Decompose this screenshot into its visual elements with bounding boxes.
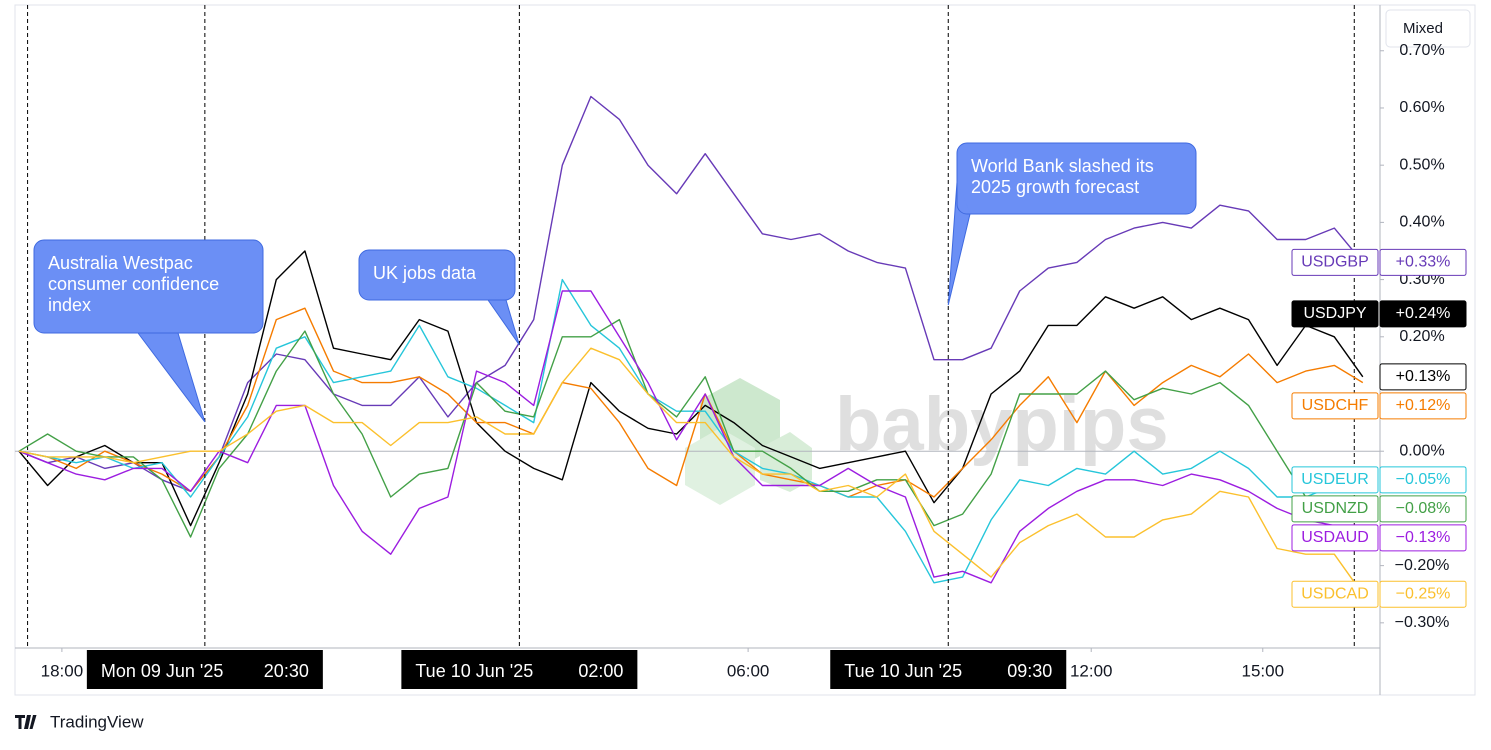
callout-joint [488, 297, 506, 299]
x-tick-label: 15:00 [1241, 661, 1284, 680]
x-tick-label: 12:00 [1070, 661, 1113, 680]
series-value-box [1379, 300, 1467, 328]
event-date-box [830, 650, 1067, 689]
series-value-box [1379, 580, 1467, 608]
callout-text: consumer confidence [48, 274, 219, 294]
brand-name: TradingView [50, 712, 144, 731]
series-line [18, 290, 1363, 584]
event-time: 02:00 [578, 661, 623, 681]
callout-box [33, 239, 264, 334]
series-name-box [1291, 392, 1379, 420]
series-line [18, 95, 1364, 492]
y-tick-label: 0.70% [1399, 42, 1444, 59]
series-line [18, 318, 1363, 538]
callout-box [956, 142, 1197, 215]
y-tick-label: 0.40% [1399, 214, 1444, 231]
mixed-button[interactable] [1385, 9, 1471, 48]
callout-text: 2025 growth forecast [971, 177, 1139, 197]
x-tick-label: 18:00 [41, 661, 84, 680]
series-name: USDGBP [1301, 254, 1369, 271]
y-tick-label: 0.20% [1399, 328, 1444, 345]
event-date: Tue 10 Jun '25 [415, 661, 533, 681]
series-line [18, 347, 1364, 595]
plot-area [15, 5, 1380, 648]
callout-joint [138, 330, 178, 332]
y-tick-label: 0.60% [1399, 99, 1444, 116]
event-time: 20:30 [264, 661, 309, 681]
callout-text: World Bank slashed its [971, 156, 1154, 176]
price-label-box [1379, 363, 1467, 391]
series-name: USDEUR [1301, 471, 1369, 488]
series-line [18, 250, 1364, 527]
series-name-box [1291, 495, 1379, 523]
callout-text: UK jobs data [373, 263, 477, 283]
series-name: USDAUD [1301, 529, 1369, 546]
series-value: +0.12% [1396, 397, 1451, 414]
series-name-box [1291, 300, 1379, 328]
y-tick-label: 0.50% [1399, 156, 1444, 173]
callout-text: index [48, 295, 91, 315]
series-name-box [1291, 248, 1379, 276]
series-name: USDJPY [1303, 305, 1366, 322]
series-value: +0.33% [1396, 254, 1451, 271]
series-line [18, 307, 1364, 498]
series-value: −0.08% [1396, 500, 1451, 517]
event-date-box [86, 650, 323, 689]
event-date-box [401, 650, 638, 689]
event-time: 09:30 [1007, 661, 1052, 681]
chart-frame [14, 4, 1476, 696]
series-value: −0.05% [1396, 471, 1451, 488]
series-line [18, 278, 1363, 584]
series-name-box [1291, 524, 1379, 552]
event-date: Mon 09 Jun '25 [101, 661, 224, 681]
series-value: −0.25% [1396, 585, 1451, 602]
watermark-text: babypips [835, 382, 1169, 467]
callout-box [358, 249, 516, 301]
series-value-box [1379, 248, 1467, 276]
series-value: +0.24% [1396, 305, 1451, 322]
y-tick-label: 0.00% [1399, 442, 1444, 459]
series-name: USDNZD [1302, 500, 1369, 517]
button-label[interactable]: Mixed [1403, 20, 1443, 37]
series-name-box [1291, 580, 1379, 608]
series-value-box [1379, 524, 1467, 552]
x-tick-label: 06:00 [727, 661, 770, 680]
y-tick-label: −0.30% [1395, 614, 1450, 631]
series-value-box [1379, 392, 1467, 420]
callout-text: Australia Westpac [48, 253, 193, 273]
series-name: USDCAD [1301, 585, 1369, 602]
callout-joint [957, 182, 970, 213]
series-value-box [1379, 495, 1467, 523]
y-tick-label: −0.20% [1395, 557, 1450, 574]
series-name: USDCHF [1302, 397, 1369, 414]
brand-logo [15, 715, 37, 729]
price-label: +0.13% [1396, 368, 1451, 385]
event-date: Tue 10 Jun '25 [844, 661, 962, 681]
watermark: babypips [685, 378, 1169, 505]
series-name-box [1291, 466, 1379, 494]
series-value: −0.13% [1396, 529, 1451, 546]
series-value-box [1379, 466, 1467, 494]
